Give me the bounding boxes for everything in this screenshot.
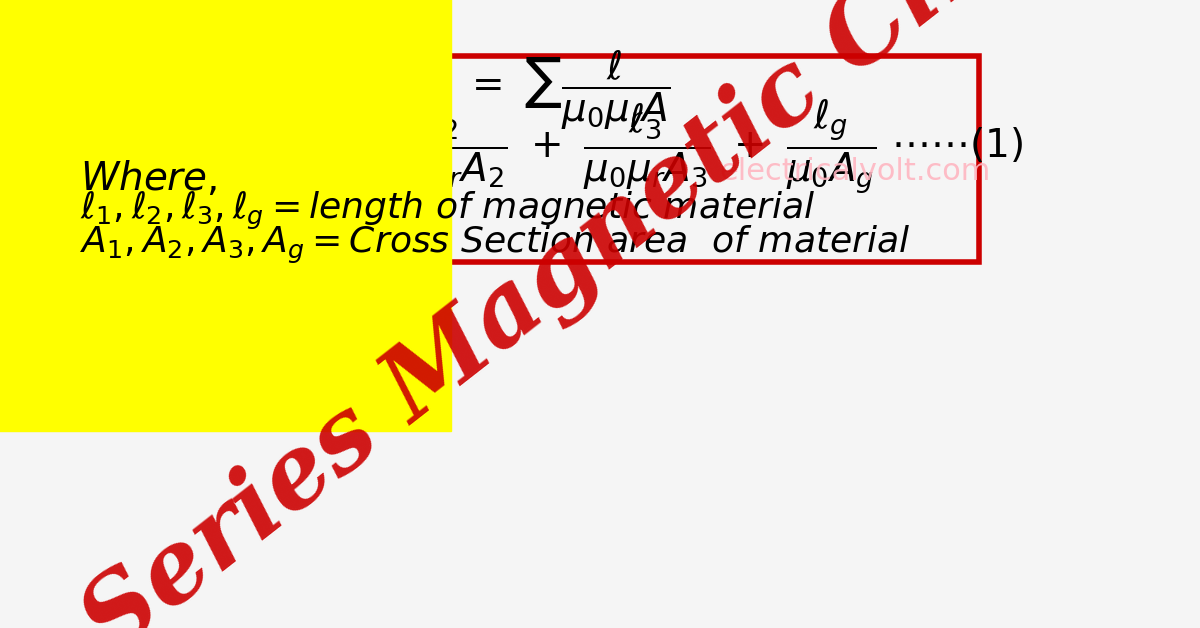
Text: Series Magnetic Circuit: Series Magnetic Circuit (65, 0, 1174, 628)
FancyBboxPatch shape (20, 56, 979, 263)
Text: $S\ =\ \dfrac{\ell_1}{\mu_0\mu_r A_1}\ +\ \dfrac{\ell_2}{\mu_0\mu_r A_2}\ +\ \df: $S\ =\ \dfrac{\ell_1}{\mu_0\mu_r A_1}\ +… (80, 97, 1024, 196)
Text: electricalvolt.com: electricalvolt.com (719, 156, 990, 186)
Text: $A_1,A_2,A_3,A_g=\mathit{Cross\ Section\ area\ \ of\ material}$: $A_1,A_2,A_3,A_g=\mathit{Cross\ Section\… (80, 224, 911, 266)
Text: $\ell_1,\ell_2,\ell_3,\ell_g=\mathit{length\ of\ magnetic\ material}$: $\ell_1,\ell_2,\ell_3,\ell_g=\mathit{len… (80, 190, 816, 232)
Text: $\mathit{Total\ Reluctance,} S\ =\ \sum\dfrac{\ell}{\mu_0\mu_r A}$: $\mathit{Total\ Reluctance,} S\ =\ \sum\… (80, 49, 670, 132)
Text: $\mathit{Where,}$: $\mathit{Where,}$ (80, 159, 217, 198)
